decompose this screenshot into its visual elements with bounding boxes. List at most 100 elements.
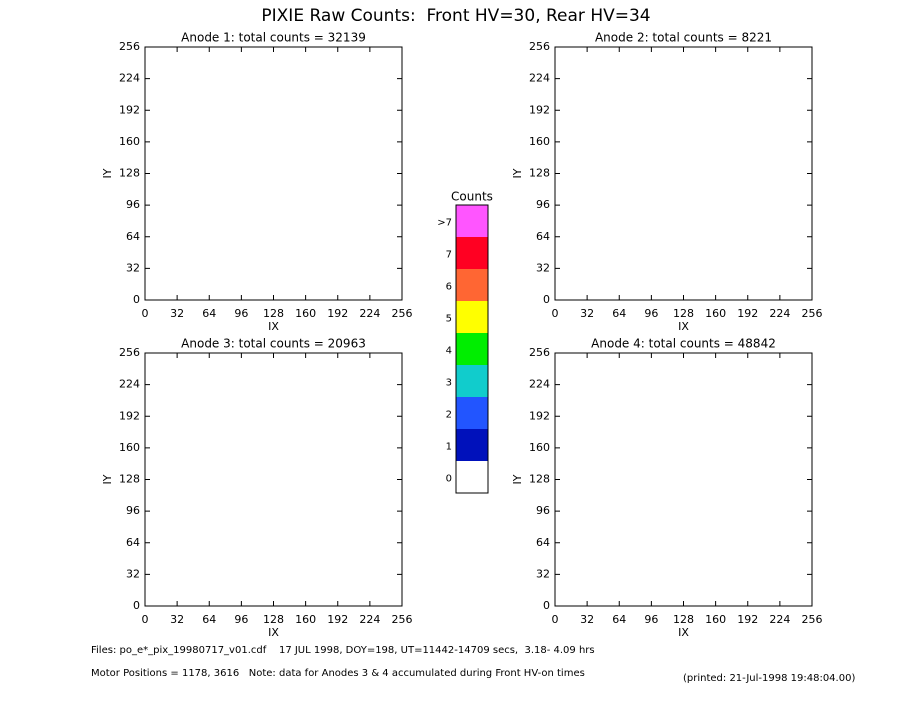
y-tick-label: 32 — [536, 567, 550, 580]
y-tick-label: 0 — [543, 599, 550, 612]
colorbar-swatch — [456, 205, 488, 237]
colorbar-label: 1 — [446, 442, 452, 453]
x-tick-label: 128 — [673, 613, 694, 626]
x-tick-label: 0 — [552, 307, 559, 320]
colorbar-label: 6 — [446, 282, 452, 293]
y-tick-label: 128 — [529, 473, 550, 486]
colorbar-swatch — [456, 333, 488, 365]
colorbar-swatch — [456, 301, 488, 333]
colorbar-swatch — [456, 269, 488, 301]
plot-frame — [554, 46, 813, 301]
x-tick-label: 64 — [612, 307, 626, 320]
x-tick-label: 160 — [295, 307, 316, 320]
y-tick-label: 32 — [126, 567, 140, 580]
colorbar-swatch — [456, 397, 488, 429]
x-tick-label: 256 — [802, 613, 823, 626]
x-tick-label: 224 — [769, 613, 790, 626]
colorbar-label: 3 — [446, 378, 452, 389]
x-tick-label: 192 — [327, 307, 348, 320]
x-tick-label: 160 — [705, 613, 726, 626]
y-axis-label: IY — [511, 168, 524, 178]
y-axis-label: IY — [101, 168, 114, 178]
plot-frame — [554, 352, 813, 607]
x-tick-label: 128 — [673, 307, 694, 320]
main-title: PIXIE Raw Counts: Front HV=30, Rear HV=3… — [261, 6, 650, 26]
y-tick-label: 160 — [119, 135, 140, 148]
y-tick-label: 192 — [529, 103, 550, 116]
y-tick-label: 256 — [119, 40, 140, 53]
colorbar-label: 2 — [446, 410, 452, 421]
colorbar-label: 5 — [446, 314, 452, 325]
x-tick-label: 224 — [359, 613, 380, 626]
y-tick-label: 224 — [119, 378, 140, 391]
y-tick-label: 96 — [536, 504, 550, 517]
x-tick-label: 192 — [327, 613, 348, 626]
y-tick-label: 96 — [536, 198, 550, 211]
y-tick-label: 256 — [529, 40, 550, 53]
x-tick-label: 0 — [142, 307, 149, 320]
y-axis-label: IY — [101, 474, 114, 484]
x-tick-label: 96 — [234, 307, 248, 320]
x-tick-label: 64 — [202, 613, 216, 626]
x-tick-label: 160 — [295, 613, 316, 626]
x-axis-label: IX — [678, 626, 689, 639]
x-tick-label: 96 — [644, 307, 658, 320]
colorbar-label: >7 — [437, 218, 452, 229]
y-tick-label: 128 — [529, 167, 550, 180]
x-tick-label: 32 — [580, 613, 594, 626]
x-axis-label: IX — [268, 626, 279, 639]
y-tick-label: 224 — [529, 378, 550, 391]
y-tick-label: 64 — [126, 536, 140, 549]
y-tick-label: 224 — [529, 72, 550, 85]
y-tick-label: 0 — [133, 599, 140, 612]
y-tick-label: 32 — [536, 261, 550, 274]
colorbar-swatch — [456, 429, 488, 461]
y-tick-label: 192 — [119, 103, 140, 116]
x-tick-label: 96 — [644, 613, 658, 626]
y-tick-label: 32 — [126, 261, 140, 274]
panel-title: Anode 3: total counts = 20963 — [181, 337, 366, 351]
panel-title: Anode 2: total counts = 8221 — [595, 31, 772, 45]
x-tick-label: 224 — [359, 307, 380, 320]
x-tick-label: 256 — [802, 307, 823, 320]
y-tick-label: 64 — [536, 536, 550, 549]
x-axis-label: IX — [678, 320, 689, 333]
y-tick-label: 128 — [119, 473, 140, 486]
plot-frame — [144, 46, 403, 301]
panel-title: Anode 1: total counts = 32139 — [181, 31, 366, 45]
y-tick-label: 160 — [119, 441, 140, 454]
colorbar-label: 4 — [446, 346, 452, 357]
y-tick-label: 0 — [543, 293, 550, 306]
x-tick-label: 224 — [769, 307, 790, 320]
colorbar-frame — [455, 204, 489, 494]
colorbar-swatch — [456, 461, 488, 493]
y-tick-label: 160 — [529, 441, 550, 454]
y-tick-label: 96 — [126, 504, 140, 517]
y-tick-label: 192 — [529, 409, 550, 422]
x-tick-label: 32 — [170, 307, 184, 320]
footer-motor: Motor Positions = 1178, 3616 Note: data … — [91, 668, 585, 679]
y-tick-label: 128 — [119, 167, 140, 180]
y-axis-label: IY — [511, 474, 524, 484]
colorbar-label: 0 — [446, 474, 452, 485]
x-tick-label: 64 — [612, 613, 626, 626]
x-tick-label: 0 — [552, 613, 559, 626]
y-tick-label: 0 — [133, 293, 140, 306]
y-tick-label: 224 — [119, 72, 140, 85]
y-tick-label: 256 — [529, 346, 550, 359]
panel-title: Anode 4: total counts = 48842 — [591, 337, 776, 351]
x-tick-label: 64 — [202, 307, 216, 320]
y-tick-label: 160 — [529, 135, 550, 148]
x-tick-label: 128 — [263, 613, 284, 626]
x-tick-label: 96 — [234, 613, 248, 626]
x-axis-label: IX — [268, 320, 279, 333]
footer-files: Files: po_e*_pix_19980717_v01.cdf 17 JUL… — [91, 645, 595, 656]
x-tick-label: 0 — [142, 613, 149, 626]
x-tick-label: 192 — [737, 613, 758, 626]
x-tick-label: 32 — [580, 307, 594, 320]
colorbar-title: Counts — [451, 190, 493, 204]
plot-frame — [144, 352, 403, 607]
colorbar-swatch — [456, 365, 488, 397]
x-tick-label: 32 — [170, 613, 184, 626]
